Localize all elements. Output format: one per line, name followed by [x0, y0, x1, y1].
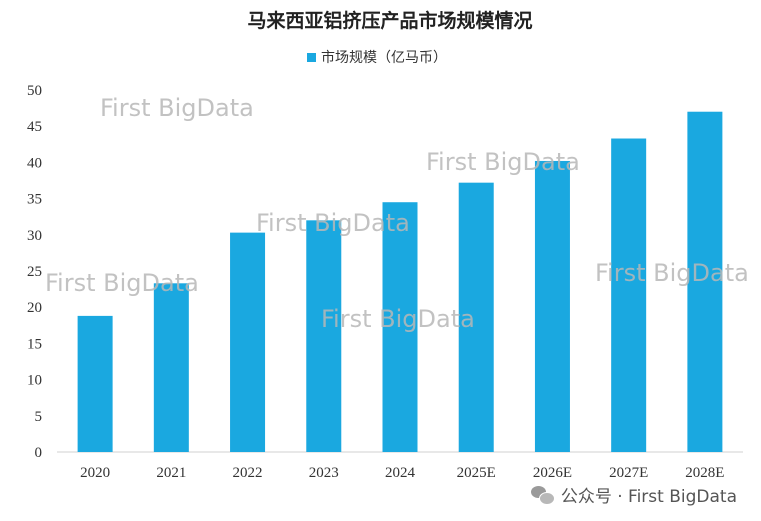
legend: 市场规模（亿马币）: [307, 49, 447, 66]
watermark: First BigData: [45, 269, 199, 297]
watermark: First BigData: [595, 259, 749, 287]
y-tick-label: 50: [27, 83, 42, 99]
bar-2026E: [534, 160, 570, 452]
x-tick-label: 2023: [309, 465, 339, 481]
y-tick-label: 40: [27, 155, 42, 171]
watermark: First BigData: [256, 209, 410, 237]
x-tick-label: 2027E: [609, 465, 648, 481]
bar-2025E: [458, 182, 494, 452]
y-tick-label: 10: [27, 373, 42, 389]
bar-2020: [77, 315, 113, 452]
bar-2027E: [611, 138, 647, 452]
watermark: First BigData: [100, 94, 254, 122]
y-tick-label: 35: [27, 192, 42, 208]
x-tick-label: 2022: [233, 465, 263, 481]
y-tick-label: 0: [35, 445, 43, 461]
x-tick-label: 2025E: [457, 465, 496, 481]
bar-2023: [306, 220, 342, 452]
watermark: First BigData: [426, 148, 580, 176]
y-tick-label: 15: [27, 336, 42, 352]
watermark: First BigData: [321, 305, 475, 333]
x-tick-label: 2026E: [533, 465, 572, 481]
chart-title: 马来西亚铝挤压产品市场规模情况: [247, 9, 532, 32]
bars: [77, 111, 723, 452]
bar-2028E: [687, 111, 723, 452]
x-tick-label: 2028E: [685, 465, 724, 481]
y-tick-label: 25: [27, 264, 42, 280]
legend-label: 市场规模（亿马币）: [321, 49, 447, 66]
y-tick-label: 45: [27, 119, 42, 135]
footer: 公众号 · First BigData: [530, 482, 737, 507]
y-tick-label: 20: [27, 300, 42, 316]
watermarks: First BigData First BigData First BigDat…: [45, 94, 749, 333]
bar-2021: [153, 283, 189, 452]
bar-2024: [382, 202, 418, 452]
x-tick-label: 2020: [80, 465, 110, 481]
footer-text: 公众号 · First BigData: [560, 487, 737, 507]
y-tick-label: 5: [35, 409, 43, 425]
y-tick-label: 30: [27, 228, 42, 244]
x-tick-label: 2021: [156, 465, 186, 481]
legend-swatch: [307, 53, 316, 62]
y-axis: 0 5 10 15 20 25 30 35 40 45 50: [27, 83, 42, 461]
x-tick-label: 2024: [385, 465, 416, 481]
x-axis: 2020 2021 2022 2023 2024 2025E 2026E 2027E 2028E: [80, 465, 724, 481]
wechat-icon: [530, 485, 555, 505]
bar-2022: [230, 232, 266, 452]
